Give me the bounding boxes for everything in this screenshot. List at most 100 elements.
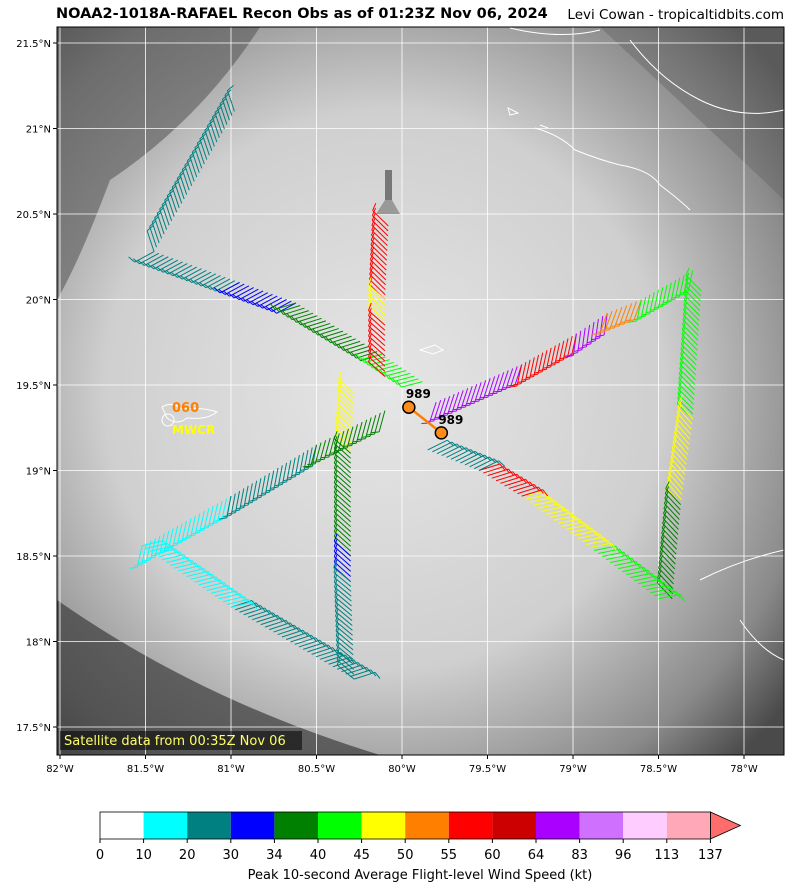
- wind-barb-flag: [479, 452, 487, 460]
- wind-barb: [351, 424, 359, 446]
- wind-barb-flag: [651, 573, 657, 581]
- wind-barb-flag: [662, 301, 672, 304]
- wind-barb-flag: [190, 278, 197, 285]
- wind-barb-flag: [333, 509, 338, 518]
- wind-barb: [360, 419, 368, 442]
- wind-barb-flag: [274, 483, 283, 487]
- wind-barb-flag: [137, 259, 145, 266]
- wind-barb: [509, 366, 518, 388]
- wind-barb-flag: [338, 370, 343, 379]
- coastlines: [161, 27, 785, 661]
- track-segment: [656, 481, 682, 600]
- wind-barb-flag: [337, 343, 344, 351]
- wind-barb-flag: [138, 561, 147, 564]
- wind-barb: [205, 276, 226, 289]
- wind-barb: [569, 527, 592, 533]
- wind-barb: [464, 454, 485, 466]
- wind-barb: [171, 186, 180, 208]
- wind-barb: [642, 581, 665, 588]
- satellite-dark-area: [57, 27, 260, 300]
- wind-barb-flag: [333, 538, 338, 547]
- wind-barb: [148, 256, 169, 268]
- wind-barb-flag: [396, 380, 402, 388]
- wind-barb: [525, 494, 548, 500]
- wind-barb-flag: [227, 292, 235, 299]
- wind-barb: [368, 284, 386, 300]
- wind-barb-flag: [171, 271, 178, 278]
- wind-barb: [573, 530, 596, 536]
- wind-barb: [529, 497, 552, 503]
- wind-barb-flag: [273, 305, 280, 313]
- wind-barb: [141, 543, 148, 565]
- colorbar-label: Peak 10-second Average Flight-level Wind…: [248, 868, 593, 883]
- wind-barb-flag: [508, 468, 514, 476]
- wind-barb-flag: [147, 263, 155, 270]
- wind-barb: [184, 164, 193, 187]
- wind-barb: [581, 327, 586, 350]
- wind-barb: [214, 112, 223, 134]
- wind-barb-flag: [685, 267, 690, 276]
- wind-barb-flag: [657, 570, 662, 578]
- track-segment: [128, 251, 240, 294]
- wind-barb-flag: [349, 657, 356, 664]
- colorbar-cell: [187, 812, 231, 839]
- wind-barb-flag: [676, 395, 682, 404]
- wind-barb-flag: [684, 287, 689, 296]
- wind-barb: [654, 590, 677, 597]
- wind-barb: [676, 412, 692, 430]
- wind-barb: [163, 530, 170, 553]
- wind-barb-flag: [191, 146, 199, 153]
- wind-barb-flag: [571, 512, 577, 520]
- wind-barb-flag: [336, 400, 341, 409]
- wind-barb-flag: [368, 343, 372, 352]
- wind-barb-flag: [187, 557, 193, 565]
- wind-barb-flag: [508, 385, 518, 388]
- colorbar-tick-label: 55: [441, 848, 458, 863]
- track-segment: [146, 85, 235, 252]
- track-segment: [141, 540, 258, 610]
- wind-barb: [638, 578, 661, 585]
- wind-barb-flag: [336, 405, 341, 414]
- wind-barb-flag: [204, 524, 213, 527]
- wind-barb: [146, 230, 155, 252]
- colorbar-tick-label: 0: [96, 848, 104, 863]
- wind-barb: [333, 546, 352, 562]
- wind-barb: [369, 278, 386, 295]
- wind-barb: [269, 470, 275, 493]
- wind-barb: [500, 476, 522, 484]
- wind-barb-flag: [246, 299, 254, 306]
- wind-barb: [666, 482, 682, 500]
- wind-barb-flag: [291, 473, 300, 477]
- wind-barb-flag: [596, 334, 605, 338]
- wind-barb: [238, 288, 259, 301]
- wind-barb-flag: [333, 559, 337, 568]
- wind-barb: [169, 191, 178, 213]
- wind-barb-flag: [647, 570, 653, 578]
- wind-barb: [136, 545, 143, 568]
- wind-barb-flag: [587, 524, 593, 533]
- wind-barb-flag: [662, 515, 667, 524]
- wind-barb-flag: [333, 514, 338, 522]
- lon-tick-label: 78°W: [730, 764, 758, 775]
- wind-barb-flag: [684, 277, 689, 286]
- wind-barb-flag: [334, 584, 338, 593]
- wind-barb-flag: [677, 400, 683, 408]
- wind-barb: [469, 456, 490, 468]
- wind-barb: [257, 295, 278, 307]
- wind-barb-flag: [312, 328, 319, 336]
- wind-barb-flag: [199, 282, 207, 289]
- wind-barb-flag: [335, 410, 340, 419]
- wind-barb: [206, 125, 215, 147]
- wind-barb-flag: [336, 649, 343, 657]
- wind-barb: [174, 182, 183, 204]
- wind-barb-flag: [368, 297, 372, 306]
- wind-barb: [495, 473, 518, 482]
- wind-barb-flag: [240, 504, 249, 507]
- wind-barb: [321, 330, 344, 339]
- wind-barb-flag: [169, 185, 177, 192]
- wind-barb: [675, 417, 691, 435]
- wind-barb: [181, 169, 190, 191]
- wind-barb-flag: [174, 177, 182, 183]
- wind-barb-flag: [673, 430, 678, 438]
- wind-barb-flag: [631, 557, 637, 566]
